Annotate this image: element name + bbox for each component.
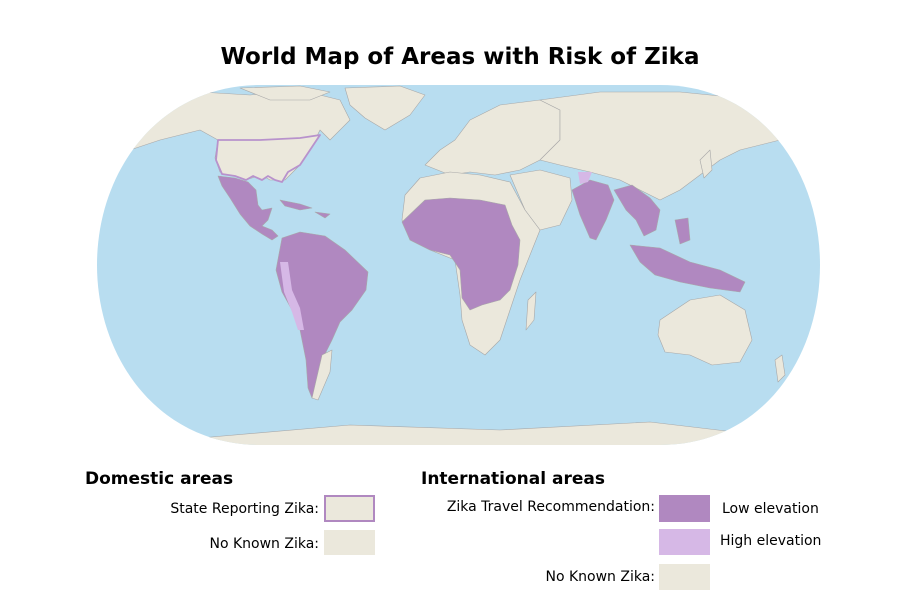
international-no-known-swatch xyxy=(659,564,710,590)
risk-southeast-asia xyxy=(613,184,661,237)
land-madagascar xyxy=(525,291,537,331)
high-elevation-swatch xyxy=(659,529,710,555)
state-reporting-swatch xyxy=(324,495,375,522)
international-no-known-label: No Known Zika: xyxy=(545,569,655,585)
low-elevation-swatch xyxy=(659,495,710,522)
risk-mexico-central-america xyxy=(217,175,279,241)
domestic-no-known-label: No Known Zika: xyxy=(209,536,319,552)
risk-africa xyxy=(401,197,521,311)
land-arctic-islands xyxy=(239,85,331,101)
domestic-no-known-swatch xyxy=(324,530,375,555)
domestic-heading: Domestic areas xyxy=(85,469,234,489)
high-elevation-label: High elevation xyxy=(720,533,822,549)
land-greenland xyxy=(344,85,426,131)
land-japan xyxy=(699,149,713,179)
land-southern-cone xyxy=(311,349,333,401)
risk-caribbean xyxy=(279,199,331,219)
map-title: World Map of Areas with Risk of Zika xyxy=(220,44,700,70)
world-map xyxy=(97,85,820,445)
us-reporting-border xyxy=(215,134,321,183)
international-heading: International areas xyxy=(421,469,605,489)
risk-indonesia xyxy=(629,217,746,293)
high-elevation-himalaya xyxy=(578,172,592,184)
travel-recommendation-label: Zika Travel Recommendation: xyxy=(446,499,655,515)
high-elevation-andes xyxy=(280,262,304,330)
state-reporting-label: State Reporting Zika: xyxy=(170,501,319,517)
risk-india xyxy=(571,179,615,241)
land-australia xyxy=(657,294,753,366)
land-new-zealand xyxy=(774,354,786,383)
low-elevation-label: Low elevation xyxy=(722,501,819,517)
land-antarctica xyxy=(199,421,761,445)
